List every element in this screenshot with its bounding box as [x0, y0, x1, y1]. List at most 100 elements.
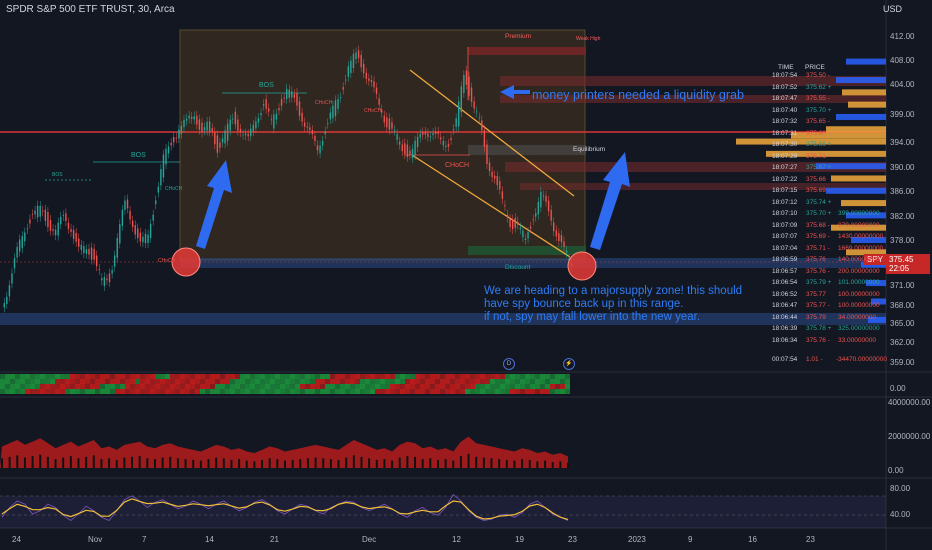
- heatmap-cell: [405, 379, 410, 384]
- heatmap-cell: [215, 384, 220, 389]
- heatmap-cell: [460, 384, 465, 389]
- candle-body: [565, 250, 568, 253]
- heatmap-cell: [470, 374, 475, 379]
- candle-body: [237, 119, 239, 131]
- heatmap-cell: [120, 384, 125, 389]
- tns-size: 33.00000000: [838, 336, 876, 344]
- heatmap-cell: [430, 384, 435, 389]
- heatmap-cell: [345, 389, 350, 394]
- tns-price: 375.65 -: [806, 118, 830, 125]
- heatmap-cell: [250, 389, 255, 394]
- heatmap-cell: [195, 389, 200, 394]
- heatmap-cell: [300, 384, 305, 389]
- heatmap-cell: [70, 374, 75, 379]
- heatmap-cell: [450, 379, 455, 384]
- candle-body: [522, 230, 524, 238]
- tns-time: 18:07:27: [772, 164, 798, 171]
- heatmap-cell: [155, 379, 160, 384]
- heatmap-cell: [30, 384, 35, 389]
- heatmap-cell: [160, 379, 165, 384]
- heatmap-cell: [345, 384, 350, 389]
- heatmap-cell: [30, 389, 35, 394]
- time-tick-label: Dec: [362, 535, 377, 544]
- heatmap-cell: [300, 374, 305, 379]
- heatmap-cell: [415, 389, 420, 394]
- heatmap-cell: [545, 374, 550, 379]
- heatmap-cell: [295, 379, 300, 384]
- heatmap-cell: [230, 389, 235, 394]
- heatmap-cell: [255, 389, 260, 394]
- candle-body: [286, 88, 288, 99]
- highlight-circles: [171, 247, 597, 281]
- candle-body: [219, 142, 221, 148]
- heatmap-cell: [535, 389, 540, 394]
- heatmap-cell: [370, 389, 375, 394]
- candle-body: [375, 87, 378, 94]
- premium-zone: [468, 47, 586, 55]
- candle-body: [532, 219, 534, 221]
- heatmap-cell: [435, 379, 440, 384]
- volume-profile-bar: [848, 101, 886, 108]
- heatmap-cell: [415, 374, 420, 379]
- heatmap-cell: [515, 374, 520, 379]
- heatmap-cell: [95, 384, 100, 389]
- candle-body: [70, 229, 72, 232]
- heatmap-cell: [55, 384, 60, 389]
- heatmap-cell: [290, 379, 295, 384]
- dividend-icon[interactable]: D: [503, 358, 515, 370]
- heatmap-cell: [150, 389, 155, 394]
- candle-body: [319, 145, 321, 154]
- heatmap-cell: [190, 384, 195, 389]
- heatmap-cell: [355, 389, 360, 394]
- heatmap-cell: [95, 389, 100, 394]
- candle-body: [529, 226, 532, 229]
- price-tick-label: 386.00: [890, 187, 915, 196]
- heatmap-cell: [325, 379, 330, 384]
- heatmap-cell: [550, 374, 555, 379]
- heatmap-cell: [510, 389, 515, 394]
- heatmap-cell: [215, 379, 220, 384]
- candle-body: [563, 241, 565, 247]
- candle-body: [506, 214, 509, 218]
- candle-body: [260, 113, 262, 116]
- heatmap-cell: [205, 374, 210, 379]
- heatmap-cell: [170, 384, 175, 389]
- heatmap-cell: [560, 374, 565, 379]
- volume-profile-bar: [826, 187, 886, 194]
- heatmap-cell: [150, 374, 155, 379]
- heatmap-cell: [560, 384, 565, 389]
- time-and-sales-panel[interactable]: TIME PRICE 18:07:54 375.50 - 18:07:52 375.6…: [760, 64, 887, 374]
- candle-body: [24, 232, 26, 242]
- heatmap-cell: [400, 379, 405, 384]
- heatmap-cell: [360, 384, 365, 389]
- candle-body: [321, 140, 324, 146]
- heatmap-cell: [390, 379, 395, 384]
- heatmap-cell: [505, 389, 510, 394]
- candle-body: [31, 214, 34, 215]
- candle-body: [78, 238, 80, 247]
- heatmap-cell: [370, 374, 375, 379]
- heatmap-cell: [140, 389, 145, 394]
- candle-body: [131, 220, 134, 227]
- tns-time: 18:06:52: [772, 290, 798, 298]
- heatmap-cell: [435, 389, 440, 394]
- heatmap-cell: [95, 374, 100, 379]
- heatmap-cell: [180, 389, 185, 394]
- heatmap-cell: [35, 384, 40, 389]
- heatmap-cell: [530, 379, 535, 384]
- candle-body: [288, 89, 290, 98]
- candle-body: [229, 119, 231, 131]
- lightning-icon[interactable]: ⚡: [563, 358, 575, 370]
- candle-body: [296, 92, 298, 106]
- heatmap-cell: [225, 389, 230, 394]
- heatmap-cell: [140, 384, 145, 389]
- candle-body: [535, 213, 537, 217]
- heatmap-cell: [265, 384, 270, 389]
- candle-body: [165, 148, 167, 165]
- heatmap-cell: [260, 374, 265, 379]
- heatmap-cell: [5, 389, 10, 394]
- heatmap-cell: [320, 384, 325, 389]
- tns-time: 18:06:57: [772, 267, 798, 275]
- arrow-left: [500, 85, 530, 99]
